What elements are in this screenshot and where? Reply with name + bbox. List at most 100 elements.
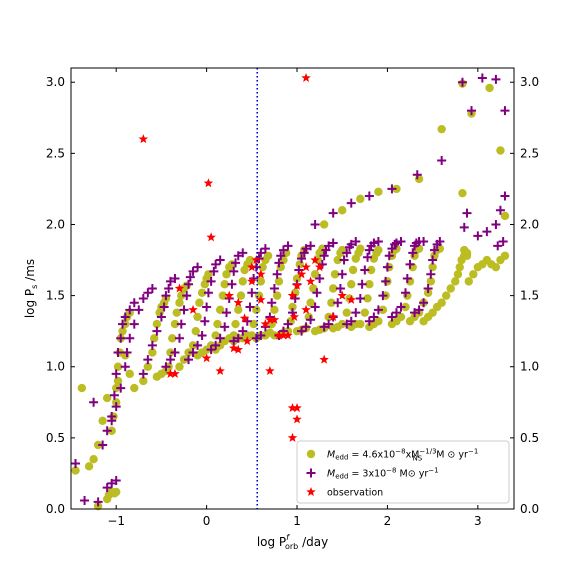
series-1-point-76: [245, 302, 255, 312]
series-2-point-31: [328, 311, 338, 321]
series-0-point-53: [191, 326, 200, 336]
series-1-point-131: [357, 279, 367, 289]
series-1-point-12: [113, 348, 123, 358]
series-1-point-125: [346, 239, 356, 249]
series-1-point-133: [363, 252, 373, 262]
series-1-point-24: [129, 319, 139, 329]
y-tick-label-right-6: 3.0: [520, 75, 539, 89]
series-0-point-193: [441, 291, 451, 300]
series-0-point-28: [139, 376, 148, 386]
series-layer: [71, 72, 510, 511]
series-1-point-183: [498, 237, 508, 247]
y-tick-label-right-4: 2.0: [520, 217, 539, 231]
series-1-point-161: [414, 305, 424, 315]
series-1-point-159: [419, 237, 429, 247]
series-0-point-10: [112, 487, 121, 497]
series-2-point-17: [265, 314, 275, 324]
plot-frame: [70, 67, 515, 510]
series-1-point-37: [165, 276, 175, 286]
series-1-point-49: [193, 262, 203, 272]
y-tick-label-6: 3.0: [46, 75, 65, 89]
series-1-point-165: [428, 255, 438, 265]
series-0-point-141: [342, 308, 351, 317]
series-0-point-140: [338, 319, 347, 329]
series-1-point-25: [134, 305, 144, 315]
series-1-point-188: [457, 77, 467, 87]
y-tick-label-right-3: 1.5: [520, 289, 539, 303]
series-1-point-132: [360, 265, 370, 275]
series-0-point-212: [356, 194, 365, 204]
series-2-point-16: [260, 319, 271, 329]
series-1-point-36: [164, 284, 174, 293]
series-0-point-69: [222, 270, 231, 279]
series-0-point-52: [188, 341, 198, 350]
series-2-point-3: [301, 72, 311, 82]
series-2-point-25: [296, 269, 307, 279]
series-0-point-170: [396, 312, 406, 322]
legend-marker-2: [306, 487, 316, 497]
series-1-point-64: [220, 322, 230, 332]
series-0-point-51: [184, 348, 193, 357]
series-1-point-160: [410, 308, 420, 318]
x-tick-label-1: 0: [203, 514, 211, 528]
series-2-point-19: [274, 330, 284, 340]
series-0-point-133: [328, 284, 338, 293]
series-0-point-83: [245, 255, 255, 265]
series-0-point-29: [143, 362, 153, 371]
series-0-point-65: [213, 319, 222, 329]
series-1-point-5: [107, 478, 117, 488]
series-1-point-146: [390, 239, 400, 249]
series-2-point-34: [287, 403, 298, 413]
series-1-point-143: [382, 262, 392, 272]
series-1-point-88: [269, 284, 279, 293]
series-0-point-5: [98, 416, 107, 425]
series-0-point-14: [113, 362, 123, 371]
series-1-point-127: [342, 319, 352, 329]
series-1-point-108: [310, 302, 320, 312]
series-1-point-6: [111, 476, 121, 486]
series-1-point-74: [238, 326, 248, 336]
series-0-point-26: [125, 369, 134, 379]
series-2-point-43: [224, 290, 234, 300]
series-0-point-160: [374, 317, 383, 326]
series-1-point-62: [211, 340, 221, 350]
legend-1-pre: M: [327, 469, 335, 480]
series-2-point-14: [251, 255, 262, 265]
series-0-point-196: [453, 270, 463, 279]
series-1-point-33: [156, 312, 166, 322]
legend-0-sub1: edd: [335, 454, 348, 462]
y-tick-label-right-0: 0.0: [520, 502, 539, 516]
series-0-point-221: [500, 211, 510, 221]
series-0-point-135: [333, 255, 342, 265]
series-2-point-0: [138, 134, 149, 144]
series-1-point-10: [109, 390, 119, 400]
series-1-point-91: [276, 251, 286, 261]
series-2-point-13: [247, 276, 257, 286]
series-1-point-150: [391, 308, 401, 318]
series-2-point-23: [289, 311, 300, 321]
series-1-point-16: [125, 305, 135, 315]
series-2-point-18: [269, 314, 280, 324]
series-1-point-59: [211, 259, 221, 269]
series-2-point-30: [319, 354, 329, 364]
series-1-point-7: [98, 440, 108, 450]
y-tick-label-0: 0.0: [46, 502, 65, 516]
series-0-point-32: [152, 319, 162, 329]
series-1-point-139: [369, 312, 379, 322]
series-1-point-155: [408, 248, 418, 258]
series-0-point-49: [175, 362, 184, 371]
x-axis-label-sub: orb: [285, 542, 298, 551]
series-0-point-77: [231, 319, 240, 329]
y-tick-label-4: 2.0: [46, 217, 65, 231]
series-1-point-148: [396, 237, 406, 247]
series-2-point-40: [256, 294, 266, 304]
legend-marker-1: [306, 468, 316, 478]
series-0-point-68: [220, 280, 229, 289]
series-1-point-104: [306, 241, 316, 251]
series-1-point-187: [491, 74, 501, 84]
series-0-point-42: [168, 334, 177, 343]
series-2-point-1: [203, 178, 214, 188]
series-1-point-173: [387, 184, 397, 194]
series-2-point-35: [292, 403, 302, 413]
y-axis-label-sub: s: [30, 285, 39, 289]
